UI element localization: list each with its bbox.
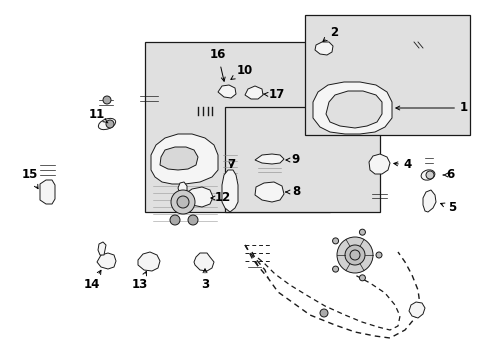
Text: 15: 15 bbox=[22, 168, 38, 189]
Polygon shape bbox=[218, 85, 236, 98]
Text: 6: 6 bbox=[442, 168, 453, 181]
Circle shape bbox=[359, 275, 365, 281]
Polygon shape bbox=[254, 154, 284, 164]
Ellipse shape bbox=[98, 118, 115, 130]
Polygon shape bbox=[408, 302, 424, 318]
Text: 10: 10 bbox=[230, 63, 253, 80]
Ellipse shape bbox=[420, 170, 434, 180]
Text: 8: 8 bbox=[285, 185, 300, 198]
Polygon shape bbox=[312, 82, 391, 134]
Text: 3: 3 bbox=[201, 269, 209, 292]
Text: 9: 9 bbox=[285, 153, 300, 166]
Circle shape bbox=[187, 215, 198, 225]
Bar bbox=[305, 15, 469, 135]
Polygon shape bbox=[194, 253, 214, 271]
Text: 5: 5 bbox=[440, 202, 455, 215]
Polygon shape bbox=[368, 154, 389, 174]
Text: 17: 17 bbox=[263, 89, 285, 102]
Circle shape bbox=[319, 309, 327, 317]
Polygon shape bbox=[222, 170, 238, 212]
Circle shape bbox=[336, 237, 372, 273]
Polygon shape bbox=[184, 187, 213, 207]
Polygon shape bbox=[151, 134, 218, 184]
Circle shape bbox=[177, 196, 189, 208]
Text: 4: 4 bbox=[393, 158, 411, 171]
Text: 14: 14 bbox=[83, 270, 101, 292]
Text: 1: 1 bbox=[395, 102, 467, 114]
Polygon shape bbox=[254, 182, 284, 202]
Circle shape bbox=[359, 229, 365, 235]
Circle shape bbox=[345, 245, 364, 265]
Circle shape bbox=[332, 266, 338, 272]
Circle shape bbox=[425, 171, 433, 179]
Text: 2: 2 bbox=[322, 26, 337, 41]
Polygon shape bbox=[40, 180, 55, 204]
Polygon shape bbox=[422, 190, 435, 212]
Text: 16: 16 bbox=[209, 49, 226, 81]
Circle shape bbox=[349, 250, 359, 260]
Polygon shape bbox=[178, 182, 186, 197]
Polygon shape bbox=[160, 147, 198, 170]
Text: 13: 13 bbox=[132, 271, 148, 292]
Circle shape bbox=[171, 190, 195, 214]
Polygon shape bbox=[138, 252, 160, 271]
Text: 7: 7 bbox=[226, 158, 235, 171]
Polygon shape bbox=[97, 253, 116, 269]
Text: 11: 11 bbox=[89, 108, 108, 123]
Circle shape bbox=[106, 120, 114, 128]
Polygon shape bbox=[244, 86, 263, 99]
Polygon shape bbox=[325, 91, 381, 128]
Bar bbox=[224, 107, 379, 212]
Bar bbox=[145, 42, 329, 212]
Circle shape bbox=[170, 215, 180, 225]
Polygon shape bbox=[314, 42, 332, 55]
Text: 12: 12 bbox=[211, 192, 231, 204]
Circle shape bbox=[103, 96, 111, 104]
Circle shape bbox=[332, 238, 338, 244]
Polygon shape bbox=[98, 242, 106, 255]
Circle shape bbox=[375, 252, 381, 258]
